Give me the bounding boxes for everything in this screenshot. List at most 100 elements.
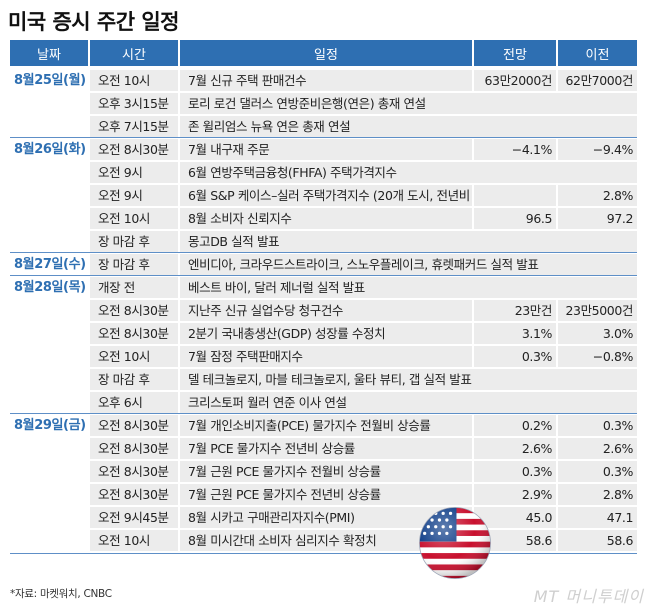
table-row: 오전 8시30분 2분기 국내총생산(GDP) 성장률 수정치 3.1% 3.0%: [0, 321, 658, 344]
event-cell: 6월 연방주택금융청(FHFA) 주택가격지수: [180, 162, 637, 183]
table-row: 오후 7시15분 존 윌리엄스 뉴욕 연은 총재 연설: [0, 114, 658, 137]
forecast-cell: 0.3%: [474, 346, 556, 367]
forecast-cell: 96.5: [474, 208, 556, 229]
event-cell: 7월 근원 PCE 물가지수 전월비 상승률: [180, 461, 472, 482]
time-cell: 오전 8시30분: [90, 323, 178, 344]
event-cell: 8월 시카고 구매관리자지수(PMI): [180, 507, 472, 528]
forecast-cell: [474, 185, 556, 206]
date-label: 8월26일(화): [14, 142, 86, 157]
time-cell: 오전 9시: [90, 162, 178, 183]
page-title: 미국 증시 주간 일정: [8, 10, 180, 34]
time-cell: 오전 8시30분: [90, 300, 178, 321]
table-row: 오전 10시 7월 잠정 주택판매지수 0.3% −0.8%: [0, 344, 658, 367]
header-event: 일정: [180, 40, 472, 66]
time-cell: 오전 8시30분: [90, 438, 178, 459]
event-cell: 몽고DB 실적 발표: [180, 231, 637, 252]
previous-cell: 23만5000건: [558, 300, 637, 321]
forecast-cell: 0.2%: [474, 415, 556, 436]
time-cell: 오전 9시: [90, 185, 178, 206]
previous-cell: 47.1: [558, 507, 637, 528]
event-cell: 2분기 국내총생산(GDP) 성장률 수정치: [180, 323, 472, 344]
date-label: 8월25일(월): [14, 73, 86, 88]
previous-cell: 0.3%: [558, 415, 637, 436]
table-row: 장 마감 후 엔비디아, 크라우드스트라이크, 스노우플레이크, 휴렛패커드 실적…: [0, 252, 658, 275]
time-cell: 오전 8시30분: [90, 139, 178, 160]
forecast-cell: −4.1%: [474, 139, 556, 160]
time-cell: 오후 6시: [90, 392, 178, 413]
table-row: 오후 6시 크리스토퍼 월러 연준 이사 연설: [0, 390, 658, 413]
forecast-cell: 58.6: [474, 530, 556, 551]
table-row: 오전 8시30분 7월 내구재 주문 −4.1% −9.4% 8월26일(화): [0, 137, 658, 160]
previous-cell: 62만7000건: [558, 70, 637, 91]
brand-watermark: MT 머니투데이: [533, 587, 644, 606]
event-cell: 7월 근원 PCE 물가지수 전년비 상승률: [180, 484, 472, 505]
forecast-cell: 2.9%: [474, 484, 556, 505]
event-cell: 로리 로건 댈러스 연방준비은행(연은) 총재 연설: [180, 93, 637, 114]
time-cell: 오전 8시30분: [90, 484, 178, 505]
event-cell: 베스트 바이, 달러 제너럴 실적 발표: [180, 277, 637, 298]
date-label: 8월28일(목): [14, 280, 86, 295]
table-row: 오전 10시 8월 미시간대 소비자 심리지수 확정치 58.6 58.6: [0, 528, 658, 551]
table-row: 오전 10시 8월 소비자 신뢰지수 96.5 97.2: [0, 206, 658, 229]
event-cell: 크리스토퍼 월러 연준 이사 연설: [180, 392, 637, 413]
previous-cell: 3.0%: [558, 323, 637, 344]
time-cell: 오후 7시15분: [90, 116, 178, 137]
previous-cell: −0.8%: [558, 346, 637, 367]
table-row: 오전 8시30분 7월 개인소비지출(PCE) 물가지수 전월비 상승률 0.2% 0…: [0, 413, 658, 436]
previous-cell: 2.8%: [558, 185, 637, 206]
header-date: 날짜: [10, 40, 88, 66]
event-cell: 7월 신규 주택 판매건수: [180, 70, 472, 91]
section-divider: [10, 252, 637, 253]
time-cell: 오전 10시: [90, 346, 178, 367]
time-cell: 오전 10시: [90, 208, 178, 229]
section-divider: [10, 137, 637, 138]
time-cell: 오전 8시30분: [90, 415, 178, 436]
table-row: 오전 8시30분 7월 근원 PCE 물가지수 전년비 상승률 2.9% 2.8%: [0, 482, 658, 505]
table-row: 오전 9시 6월 연방주택금융청(FHFA) 주택가격지수: [0, 160, 658, 183]
previous-cell: −9.4%: [558, 139, 637, 160]
forecast-cell: 63만2000건: [474, 70, 556, 91]
table-row: 오전 10시 7월 신규 주택 판매건수 63만2000건 62만7000건 8월25일…: [0, 68, 658, 91]
time-cell: 오전 8시30분: [90, 461, 178, 482]
table-row: 장 마감 후 몽고DB 실적 발표: [0, 229, 658, 252]
table-row: 오전 8시30분 7월 근원 PCE 물가지수 전월비 상승률 0.3% 0.3%: [0, 459, 658, 482]
event-cell: 존 윌리엄스 뉴욕 연은 총재 연설: [180, 116, 637, 137]
event-cell: 7월 개인소비지출(PCE) 물가지수 전월비 상승률: [180, 415, 472, 436]
event-cell: 7월 PCE 물가지수 전년비 상승률: [180, 438, 472, 459]
event-cell: 8월 소비자 신뢰지수: [180, 208, 472, 229]
date-label: 8월29일(금): [14, 418, 86, 433]
event-cell: 6월 S&P 케이스–실러 주택가격지수 (20개 도시, 전년비 상승률): [180, 185, 472, 206]
forecast-cell: 2.6%: [474, 438, 556, 459]
time-cell: 개장 전: [90, 277, 178, 298]
event-cell: 델 테크놀로지, 마블 테크놀로지, 울타 뷰티, 갭 실적 발표: [180, 369, 637, 390]
forecast-cell: 45.0: [474, 507, 556, 528]
table-row: 개장 전 베스트 바이, 달러 제너럴 실적 발표 8월28일(목): [0, 275, 658, 298]
section-divider: [10, 413, 637, 414]
event-cell: 7월 내구재 주문: [180, 139, 472, 160]
event-cell: 8월 미시간대 소비자 심리지수 확정치: [180, 530, 472, 551]
previous-cell: 97.2: [558, 208, 637, 229]
event-cell: 지난주 신규 실업수당 청구건수: [180, 300, 472, 321]
previous-cell: 2.6%: [558, 438, 637, 459]
forecast-cell: 23만건: [474, 300, 556, 321]
time-cell: 오전 10시: [90, 70, 178, 91]
time-cell: 오전 9시45분: [90, 507, 178, 528]
forecast-cell: 3.1%: [474, 323, 556, 344]
table-row: 오전 8시30분 7월 PCE 물가지수 전년비 상승률 2.6% 2.6%: [0, 436, 658, 459]
previous-cell: 2.8%: [558, 484, 637, 505]
time-cell: 장 마감 후: [90, 254, 178, 275]
event-cell: 7월 잠정 주택판매지수: [180, 346, 472, 367]
time-cell: 오전 10시: [90, 530, 178, 551]
time-cell: 오후 3시15분: [90, 93, 178, 114]
event-cell: 엔비디아, 크라우드스트라이크, 스노우플레이크, 휴렛패커드 실적 발표: [180, 254, 637, 275]
table-bottom-border: [10, 553, 637, 554]
header-time: 시간: [90, 40, 178, 66]
header-previous: 이전: [558, 40, 637, 66]
source-note: *자료: 마켓워치, CNBC: [10, 588, 112, 600]
table-row: 오전 8시30분 지난주 신규 실업수당 청구건수 23만건 23만5000건: [0, 298, 658, 321]
header-forecast: 전망: [474, 40, 556, 66]
date-label: 8월27일(수): [14, 257, 86, 272]
previous-cell: 58.6: [558, 530, 637, 551]
